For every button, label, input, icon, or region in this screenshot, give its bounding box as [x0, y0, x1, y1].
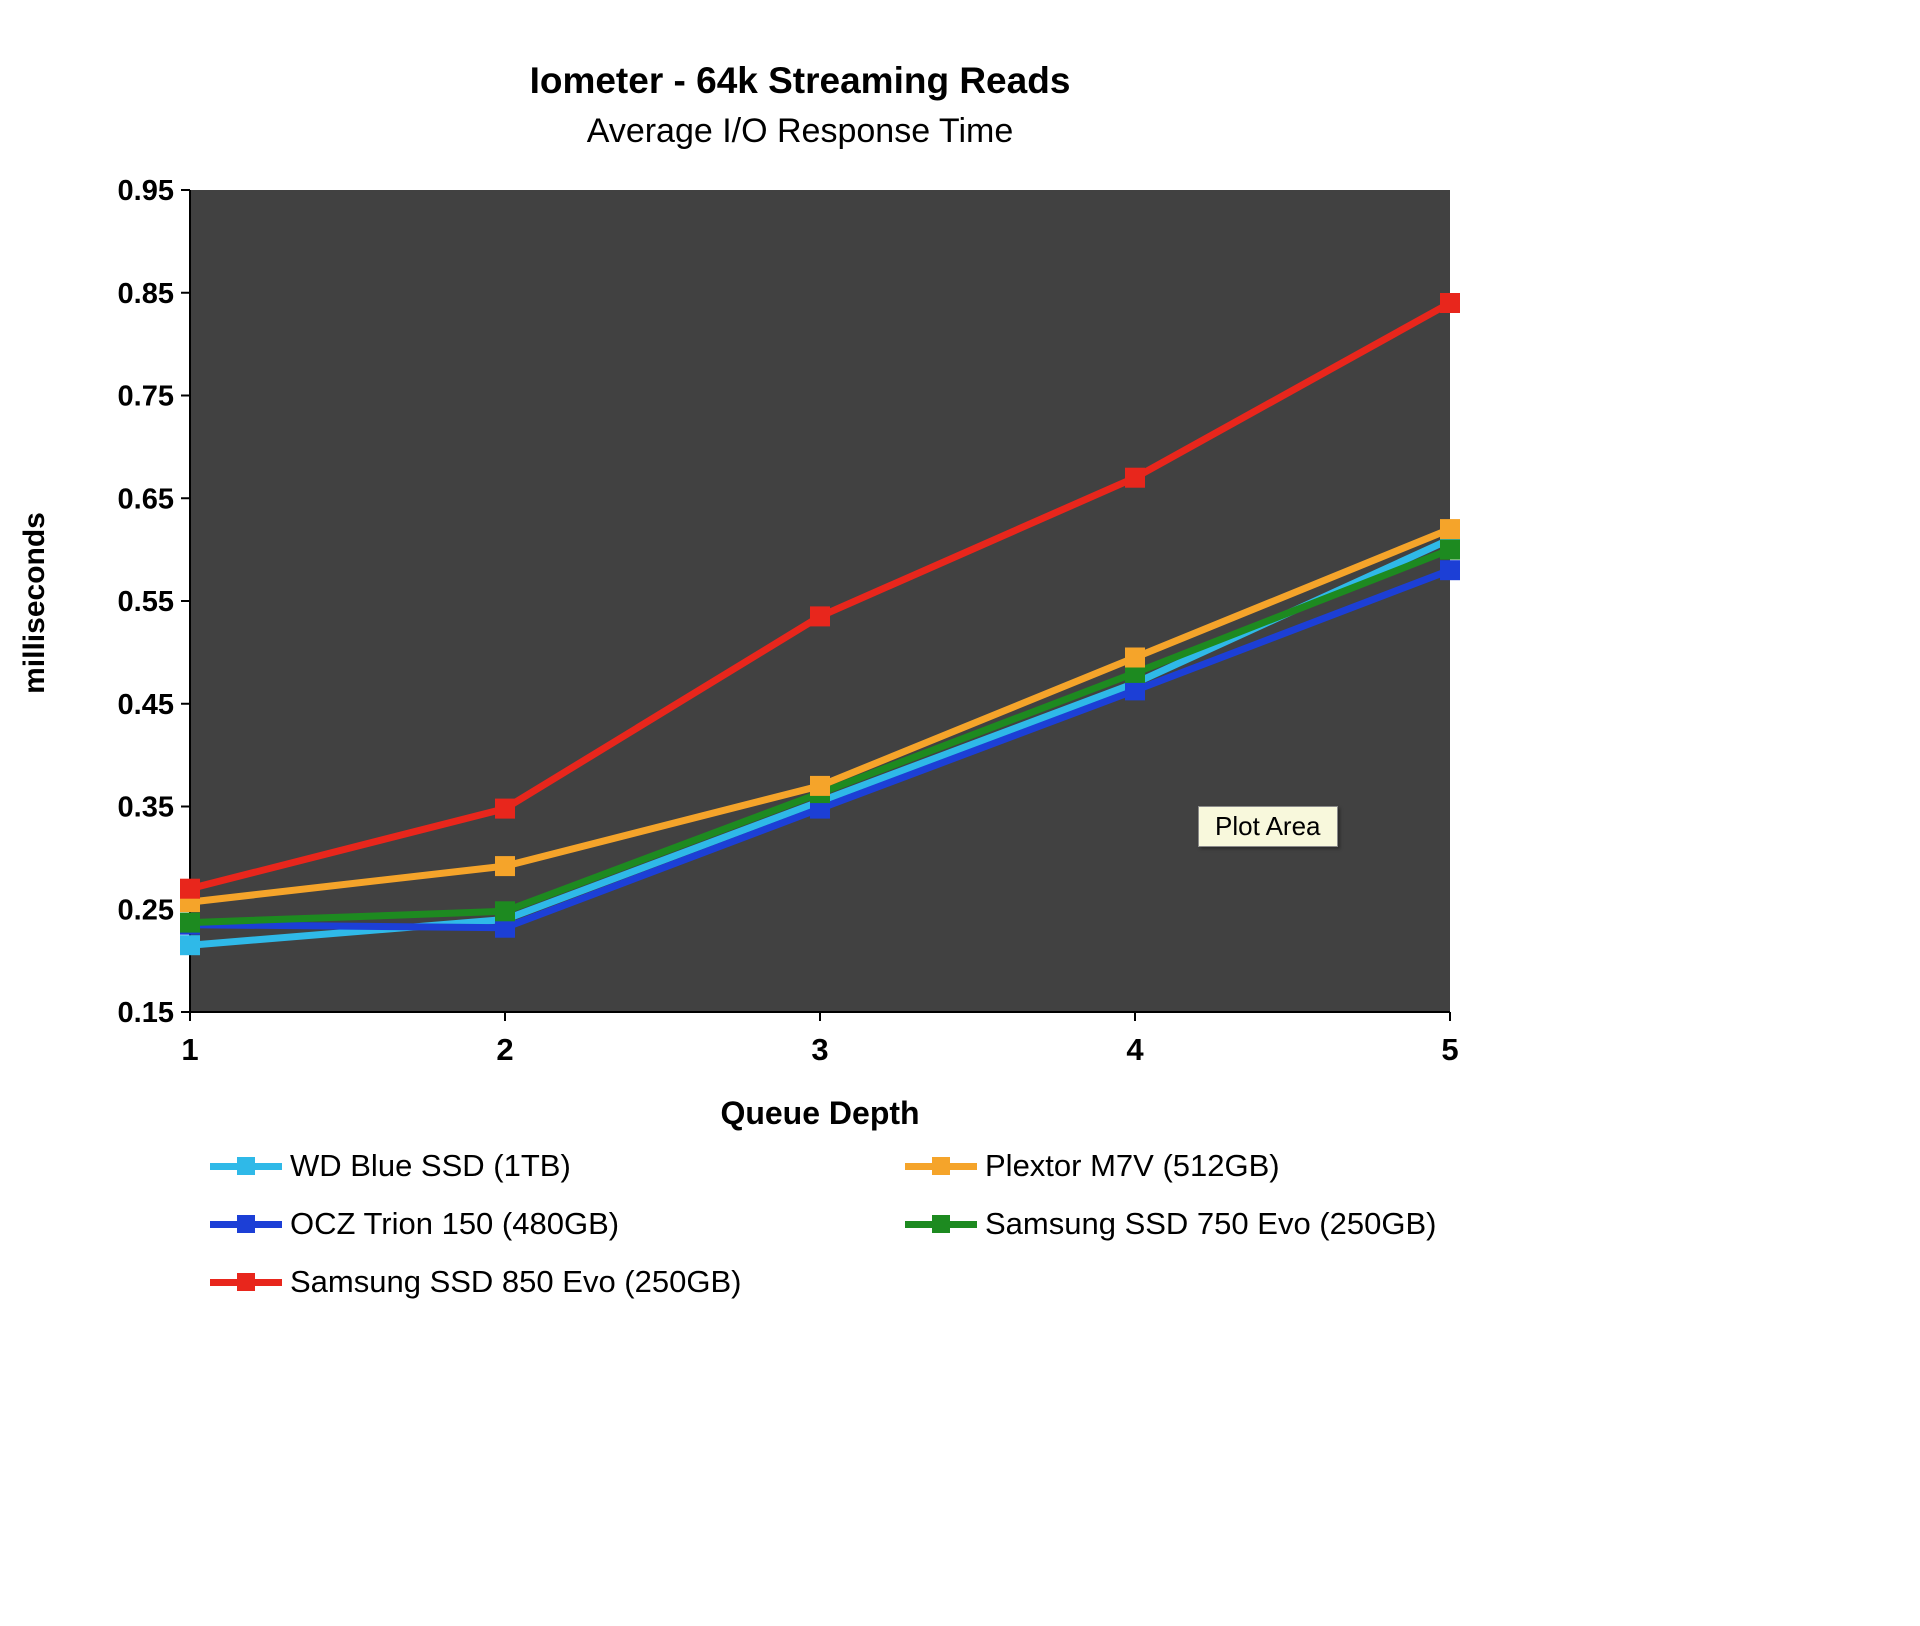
legend-marker-icon	[210, 1272, 282, 1292]
legend-item-samsung-ssd-850-evo-250gb[interactable]: Samsung SSD 850 Evo (250GB)	[210, 1264, 741, 1300]
legend-item-ocz-trion-150-480gb[interactable]: OCZ Trion 150 (480GB)	[210, 1206, 619, 1242]
data-point-marker[interactable]	[810, 606, 830, 627]
data-point-marker[interactable]	[1125, 647, 1145, 668]
data-point-marker[interactable]	[1125, 680, 1145, 701]
legend-marker-icon	[210, 1156, 282, 1176]
data-point-marker[interactable]	[180, 912, 200, 933]
legend-item-wd-blue-ssd-1tb[interactable]: WD Blue SSD (1TB)	[210, 1148, 571, 1184]
data-point-marker[interactable]	[1440, 293, 1460, 313]
data-point-marker[interactable]	[1440, 539, 1460, 560]
data-point-marker[interactable]	[1125, 467, 1145, 488]
x-tick-label: 5	[1441, 1032, 1458, 1067]
legend-label: OCZ Trion 150 (480GB)	[290, 1206, 620, 1241]
data-point-marker[interactable]	[1125, 662, 1145, 683]
legend-label: Samsung SSD 750 Evo (250GB)	[985, 1206, 1437, 1241]
data-point-marker[interactable]	[1440, 519, 1460, 540]
data-point-marker[interactable]	[495, 917, 515, 938]
data-point-marker[interactable]	[495, 856, 515, 877]
series-samsung-ssd-850-evo-250gb[interactable]	[180, 293, 1460, 899]
data-point-marker[interactable]	[1440, 560, 1460, 581]
legend-item-plextor-m7v-512gb[interactable]: Plextor M7V (512GB)	[905, 1148, 1280, 1184]
x-tick-label: 2	[496, 1032, 513, 1067]
plot-area[interactable]	[190, 190, 1450, 1012]
x-tick-label: 4	[1126, 1032, 1144, 1067]
legend-marker-icon	[210, 1214, 282, 1234]
y-tick-label: 0.85	[118, 278, 174, 310]
legend-label: Samsung SSD 850 Evo (250GB)	[290, 1264, 742, 1299]
x-tick-label: 3	[811, 1032, 828, 1067]
data-point-marker[interactable]	[180, 935, 200, 956]
x-tick-label: 1	[181, 1032, 198, 1067]
data-point-marker[interactable]	[180, 878, 200, 899]
legend-item-samsung-ssd-750-evo-250gb[interactable]: Samsung SSD 750 Evo (250GB)	[905, 1206, 1436, 1242]
y-tick-label: 0.55	[118, 586, 174, 618]
y-tick-label: 0.25	[118, 894, 174, 926]
legend-label: Plextor M7V (512GB)	[985, 1148, 1280, 1183]
y-tick-label: 0.35	[118, 792, 174, 824]
y-tick-label: 0.45	[118, 689, 174, 721]
legend-label: WD Blue SSD (1TB)	[290, 1148, 571, 1183]
x-axis-title: Queue Depth	[720, 1095, 920, 1131]
y-tick-label: 0.75	[118, 381, 174, 413]
data-point-marker[interactable]	[495, 901, 515, 922]
data-point-marker[interactable]	[495, 798, 515, 819]
y-tick-label: 0.65	[118, 483, 174, 515]
y-tick-label: 0.95	[118, 175, 174, 207]
legend-marker-icon	[905, 1156, 977, 1176]
data-point-marker[interactable]	[810, 775, 830, 796]
plot-area-tooltip: Plot Area	[1198, 806, 1338, 847]
chart-subtitle: Average I/O Response Time	[586, 112, 1014, 150]
y-tick-label: 0.15	[118, 997, 174, 1029]
data-point-marker[interactable]	[810, 798, 830, 819]
chart-title: Iometer - 64k Streaming Reads	[529, 60, 1071, 101]
series-plextor-m7v-512gb[interactable]	[180, 519, 1460, 913]
legend-marker-icon	[905, 1214, 977, 1234]
